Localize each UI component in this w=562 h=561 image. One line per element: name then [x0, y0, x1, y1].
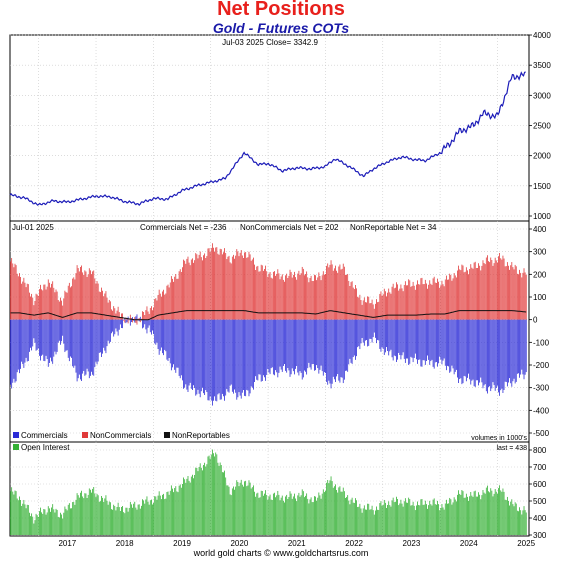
net-annotation-noncommercials: NonCommercials Net = 202: [240, 223, 339, 232]
legend-label-nonreportables: NonReportables: [172, 431, 230, 440]
x-tick-label: 2021: [288, 539, 306, 548]
y-tick-label: 3500: [533, 61, 551, 70]
y-tick-label: 2500: [533, 122, 551, 131]
x-tick-label: 2018: [116, 539, 134, 548]
oi-last-note: last = 438: [496, 445, 527, 452]
x-tick-label: 2022: [345, 539, 363, 548]
legend-swatch-noncommercials: [82, 432, 88, 438]
x-tick-label: 2025: [517, 539, 535, 548]
y-tick-label: 2000: [533, 152, 551, 161]
x-tick-label: 2024: [460, 539, 478, 548]
oi-panel-frame: [9, 441, 530, 537]
price-annotation: Jul-03 2025 Close= 3342.9: [222, 38, 318, 47]
legend-label-open-interest: Open Interest: [21, 443, 70, 452]
y-tick-label: 400: [533, 225, 547, 234]
y-tick-label: 600: [533, 480, 547, 489]
y-tick-label: -500: [533, 429, 550, 438]
legend-label-noncommercials: NonCommercials: [90, 431, 151, 440]
x-tick-label: 2019: [173, 539, 191, 548]
y-tick-label: -100: [533, 338, 550, 347]
x-tick-label: 2023: [403, 539, 421, 548]
y-tick-label: -300: [533, 384, 550, 393]
y-tick-label: 4000: [533, 31, 551, 40]
price-panel-frame: [9, 34, 530, 222]
units-note: volumes in 1000's: [471, 435, 527, 442]
y-tick-label: 100: [533, 293, 547, 302]
price-line: [9, 71, 526, 206]
y-tick-label: 500: [533, 497, 547, 506]
y-tick-label: -400: [533, 406, 550, 415]
legend-swatch-open-interest: [13, 444, 19, 450]
legend-label-commercials: Commercials: [21, 431, 68, 440]
nonreportables-line: [10, 310, 527, 321]
x-tick-label: 2017: [58, 539, 76, 548]
x-tick-label: 2020: [230, 539, 248, 548]
y-tick-label: 0: [533, 316, 538, 325]
legend-swatch-nonreportables: [164, 432, 170, 438]
y-tick-label: 1000: [533, 212, 551, 221]
credit-text: world gold charts © www.goldchartsrus.co…: [193, 548, 369, 558]
y-tick-label: 700: [533, 463, 547, 472]
chart-subtitle: Gold - Futures COTs: [212, 20, 350, 36]
y-tick-label: 300: [533, 248, 547, 257]
net-annotation-nonreportables: NonReportable Net = 34: [350, 223, 437, 232]
legend-swatch-commercials: [13, 432, 19, 438]
y-tick-label: 800: [533, 446, 547, 455]
y-tick-label: 400: [533, 514, 547, 523]
y-tick-label: 3000: [533, 91, 551, 100]
y-tick-label: -200: [533, 361, 550, 370]
chart-title: Net Positions: [217, 0, 345, 20]
net-annotation-date: Jul-01 2025: [12, 223, 54, 232]
y-tick-label: 300: [533, 531, 547, 540]
y-tick-label: 200: [533, 270, 547, 279]
y-tick-label: 1500: [533, 182, 551, 191]
net-annotation-commercials: Commercials Net = -236: [140, 223, 227, 232]
